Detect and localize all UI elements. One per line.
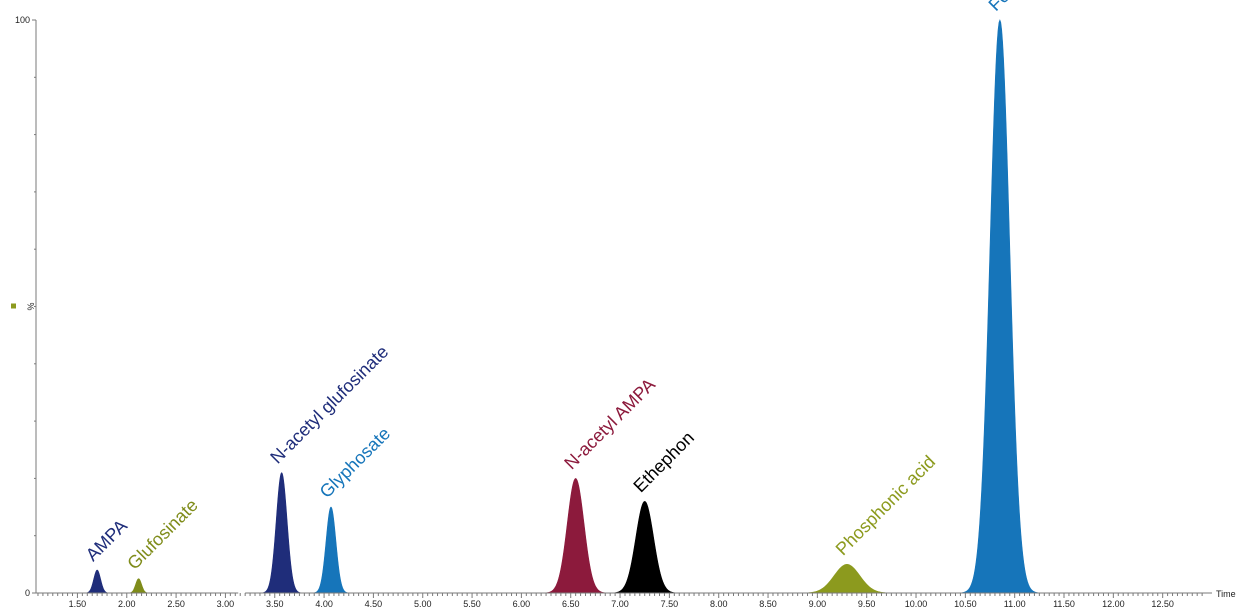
- peak-label-phosphonic-acid: Phosphonic acid: [832, 452, 940, 560]
- x-tick-label: 3.00: [217, 599, 235, 609]
- x-tick-label: 2.50: [167, 599, 185, 609]
- y-axis-label: %: [26, 302, 36, 310]
- peak-label-glufosinate: Glufosinate: [123, 495, 202, 574]
- peak-label-fosetyl-aluminum: Fosetyl aluminum: [985, 0, 1099, 15]
- x-tick-label: 12.50: [1151, 599, 1174, 609]
- peak-label-n-acetyl-ampa: N-acetyl AMPA: [560, 374, 659, 473]
- x-tick-label: 3.50: [266, 599, 284, 609]
- x-tick-label: 7.50: [661, 599, 679, 609]
- x-tick-label: 9.50: [858, 599, 876, 609]
- axes-layer: 100 0% 1.50 2.00 2.50 3.00 3.50 4.00 4.50 5.00 5.5…: [11, 15, 1236, 609]
- peak-glufosinate: [126, 578, 152, 594]
- peak-fosetyl-aluminum: [958, 19, 1042, 594]
- x-tick-label: 1.50: [69, 599, 87, 609]
- x-tick-label: 12.00: [1102, 599, 1125, 609]
- x-tick-label: 10.50: [954, 599, 977, 609]
- x-tick-label: 11.50: [1053, 599, 1075, 609]
- x-tick-label: 9.00: [809, 599, 827, 609]
- peak-n-acetyl-glufosinate: [258, 472, 305, 594]
- peak-ampa: [82, 569, 112, 594]
- x-tick-label: 5.50: [463, 599, 481, 609]
- x-tick-label: 11.00: [1004, 599, 1026, 609]
- peak-phosphonic-acid: [793, 564, 901, 594]
- x-tick-label: 7.00: [611, 599, 629, 609]
- peak-label-ethephon: Ethephon: [629, 428, 698, 497]
- x-tick-label: 4.00: [315, 599, 333, 609]
- x-tick-label: 8.50: [759, 599, 777, 609]
- x-axis-label: Time: [1216, 589, 1236, 599]
- peaks-layer: [82, 19, 1042, 594]
- y-tick-label: 100: [15, 15, 30, 25]
- peak-label-glyphosate: Glyphosate: [316, 423, 395, 502]
- legend-marker: [11, 303, 16, 309]
- x-tick-label: 2.00: [118, 599, 136, 609]
- x-tick-label: 5.00: [414, 599, 432, 609]
- x-tick-label: 8.00: [710, 599, 728, 609]
- x-tick-label: 4.50: [365, 599, 383, 609]
- peak-ethephon: [607, 500, 683, 594]
- x-tick-label: 6.50: [562, 599, 580, 609]
- x-tick-label: 10.00: [905, 599, 928, 609]
- x-tick-label: 6.00: [513, 599, 531, 609]
- peak-n-acetyl-ampa: [540, 478, 612, 594]
- y-tick-label: 0: [25, 588, 30, 598]
- peak-glyphosate: [309, 506, 352, 594]
